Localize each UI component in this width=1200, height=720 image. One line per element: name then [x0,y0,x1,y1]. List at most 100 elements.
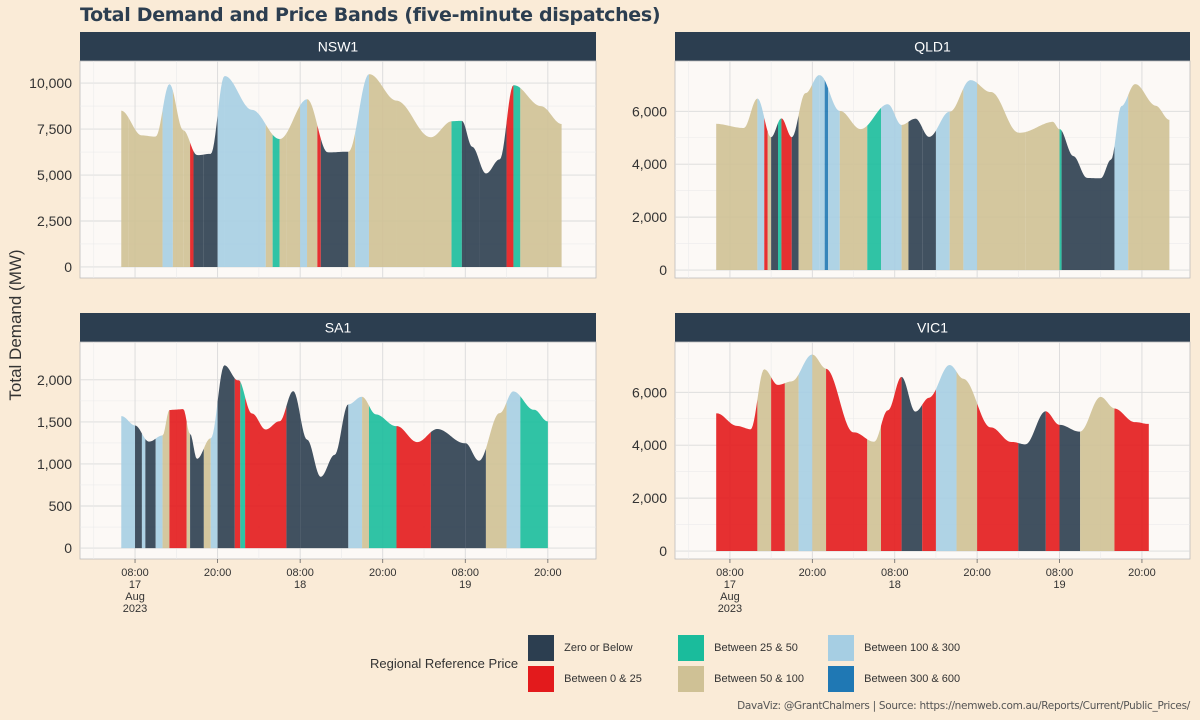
demand-bar-segment [162,409,170,549]
demand-bar-segment [396,100,452,267]
demand-bar-segment [162,84,173,267]
legend-label: Between 300 & 600 [864,672,961,685]
demand-bar-segment [461,120,480,267]
demand-bar-segment [819,75,825,271]
demand-bar-segment [778,118,782,271]
demand-bar-segment [203,438,211,549]
demand-bar-segment [1059,129,1062,271]
demand-bar-segment [1080,396,1115,552]
facet-label: QLD1 [914,39,951,55]
panel-qld1: QLD1 0 2,000 4,000 6,000 [632,32,1191,279]
demand-bar-segment [757,369,772,552]
demand-bar-segment [908,118,923,271]
demand-bar-segment [977,403,1019,552]
demand-bar-segment [210,401,218,549]
demand-bar-segment [956,371,978,552]
demand-bar-segment [839,110,868,271]
demand-bar-segment [203,115,218,267]
demand-bar-segment [963,80,978,271]
demand-bar-segment [716,399,758,552]
panel-sa1: SA105001,0001,5002,00008:0017Aug202320:0… [37,313,597,615]
facet-label: NSW1 [318,39,359,55]
facet-label: SA1 [325,320,352,336]
demand-bar-segment [935,111,950,271]
demand-bar-segment [362,396,369,549]
x-tick-label: 08:00 [1046,567,1074,579]
y-tick-label: 2,500 [37,213,72,229]
x-tick-label: 08:00 [881,567,909,579]
legend-swatch [528,665,555,692]
demand-bar-segment [828,88,840,271]
y-tick-label: 2,000 [37,372,72,388]
demand-bar-segment [145,438,156,549]
demand-bar-segment [348,396,363,549]
legend-item-between-100-300: Between 100 & 300 [828,632,978,663]
demand-bar-segment [141,433,146,549]
x-tick-label: 20:00 [204,567,232,579]
legend-item-between-50-100: Between 50 & 100 [678,663,828,694]
demand-bar-segment [520,396,548,549]
demand-bar-segment [183,130,191,267]
demand-bar-segment [245,397,287,549]
demand-bar-segment [265,124,273,267]
demand-bar-segment [1025,121,1060,271]
x-tick-label: 17 [129,579,141,591]
legend-swatch [828,665,855,692]
demand-bar-segment [193,151,204,267]
demand-bar-segment [977,83,1026,271]
demand-bar-segment [506,391,521,549]
x-tick-label: 18 [294,579,306,591]
demand-bar-segment [396,426,431,549]
demand-bar-segment [430,428,466,549]
legend-label: Between 25 & 50 [714,641,798,654]
demand-bar-segment [172,90,184,267]
y-tick-label: 4,000 [632,437,667,453]
legend-swatch [678,665,705,692]
demand-bar-segment [791,115,799,271]
demand-bar-segment [368,405,397,549]
demand-bar-segment [300,404,349,549]
demand-bar-segment [1045,411,1060,552]
panel-nsw1: NSW1 0 2,500 5,000 7,500 10,000 [29,32,597,279]
demand-bar-segment [348,132,356,267]
demand-bar-segment [867,107,881,271]
y-tick-label: 0 [64,259,72,275]
demand-bar-segment [798,84,813,271]
x-tick-label: 2023 [718,603,742,615]
demand-bar-segment [465,443,486,549]
x-tick-label: 20:00 [963,567,991,579]
x-tick-label: 18 [889,579,901,591]
y-tick-label: 7,500 [37,121,72,137]
x-tick-label: 20:00 [799,567,827,579]
legend-label: Between 0 & 25 [564,672,642,685]
legend-item-zero-or-below: Zero or Below [528,632,678,663]
legend: Regional Reference Price Zero or Below B… [370,632,978,694]
chart-title: Total Demand and Price Bands (five-minut… [80,4,661,26]
demand-bar-segment [757,98,765,271]
demand-bar-segment [240,381,246,549]
x-tick-label: 2023 [123,603,147,615]
demand-bar-segment [798,354,813,552]
legend-label: Between 50 & 100 [714,672,805,685]
demand-bar-segment [1059,424,1081,552]
demand-bar-segment [128,110,163,267]
demand-bar-segment [272,134,280,267]
demand-bar-segment [1128,84,1170,271]
y-tick-label: 6,000 [632,384,667,400]
legend-item-between-300-600: Between 300 & 600 [828,663,978,694]
demand-bar-segment [812,354,827,552]
demand-bar-segment [901,121,909,271]
demand-bar-segment [169,409,187,549]
legend-swatch [528,634,555,661]
demand-bar-segment [479,122,507,267]
x-tick-label: 08:00 [121,567,149,579]
demand-bar-segment [824,80,829,271]
demand-bar-segment [784,374,799,552]
x-tick-label: Aug [720,591,740,603]
facet-strip [675,32,1190,61]
demand-bar-segment [286,105,301,267]
demand-bar-segment [355,74,369,267]
source-caption: DavaViz: @GrantChalmers | Source: https:… [737,700,1190,712]
